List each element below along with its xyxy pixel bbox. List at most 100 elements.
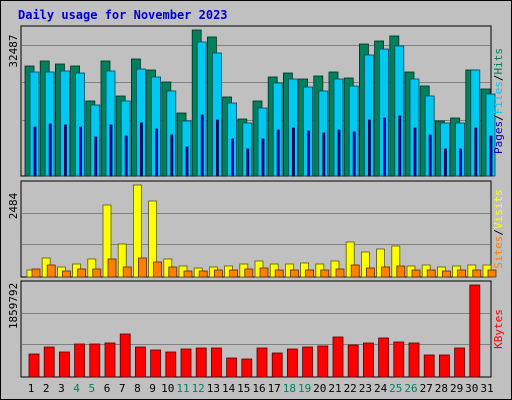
bar-pages-2	[48, 123, 52, 177]
legend-kbytes: KBytes	[492, 309, 505, 349]
bar-sites-7	[122, 266, 132, 278]
x-tick-label-17: 17	[268, 382, 281, 395]
bar-pages-30	[474, 127, 478, 177]
bar-sites-10	[168, 266, 178, 278]
bar-kbytes-3	[59, 351, 70, 378]
bar-pages-25	[398, 115, 402, 177]
legend-item-slash: /	[492, 114, 505, 121]
x-tick-label-7: 7	[119, 382, 126, 395]
bar-kbytes-7	[119, 333, 131, 378]
x-tick-label-11: 11	[176, 382, 189, 395]
bar-pages-4	[79, 126, 82, 177]
bar-pages-9	[155, 128, 159, 177]
bar-visits-25	[391, 245, 401, 278]
bar-sites-14	[229, 269, 239, 278]
bar-pages-18	[291, 127, 295, 177]
bar-visits-23	[360, 251, 370, 278]
bar-sites-22	[350, 264, 360, 278]
bar-sites-26	[411, 269, 421, 278]
bar-pages-23	[367, 119, 371, 177]
bar-sites-24	[381, 266, 391, 278]
bar-pages-5	[94, 136, 98, 177]
bar-visits-6	[102, 204, 112, 278]
bar-kbytes-4	[74, 343, 85, 378]
bar-sites-15	[244, 268, 254, 278]
bar-pages-14	[231, 138, 235, 177]
bar-pages-6	[109, 124, 113, 177]
bar-kbytes-13	[210, 347, 222, 378]
x-tick-label-9: 9	[149, 382, 156, 395]
bar-kbytes-22	[347, 344, 359, 378]
bar-pages-26	[413, 127, 417, 177]
bar-pages-29	[459, 148, 463, 177]
y-tick-label-hits-files-pages: 32487	[7, 34, 20, 67]
bar-visits-22	[345, 241, 355, 278]
bar-pages-20	[322, 132, 326, 177]
legend-item-visits: Visits	[492, 189, 505, 229]
x-tick-label-10: 10	[161, 382, 174, 395]
bar-pages-21	[337, 129, 341, 177]
x-tick-label-29: 29	[450, 382, 463, 395]
bar-sites-6	[107, 258, 117, 278]
legend-visits-sites: Sites/Visits	[492, 189, 505, 269]
bar-pages-27	[428, 134, 432, 177]
chart-title: Daily usage for November 2023	[18, 8, 228, 22]
bar-sites-29	[457, 269, 467, 278]
x-tick-label-30: 30	[465, 382, 478, 395]
bar-kbytes-21	[332, 336, 344, 378]
bar-sites-13	[213, 269, 223, 278]
bar-sites-12	[198, 270, 208, 278]
legend-item-kbytes: KBytes	[492, 309, 505, 349]
x-tick-label-27: 27	[420, 382, 433, 395]
bar-kbytes-2	[43, 346, 55, 378]
bar-pages-24	[383, 117, 387, 177]
x-tick-label-24: 24	[374, 382, 388, 395]
x-tick-label-22: 22	[344, 382, 357, 395]
bar-sites-3	[62, 270, 71, 278]
bar-sites-18	[289, 269, 299, 278]
bar-pages-28	[443, 148, 447, 177]
x-tick-label-31: 31	[480, 382, 493, 395]
bar-pages-16	[261, 138, 265, 177]
x-tick-label-25: 25	[389, 382, 402, 395]
x-tick-label-26: 26	[404, 382, 417, 395]
bar-kbytes-5	[89, 343, 101, 378]
bar-kbytes-10	[165, 351, 177, 378]
legend-item-sites: Sites	[492, 236, 505, 269]
bar-kbytes-27	[423, 354, 435, 378]
bar-kbytes-18	[286, 348, 298, 378]
bar-kbytes-14	[226, 357, 238, 378]
legend-item-slash: /	[492, 229, 505, 236]
bar-pages-10	[170, 134, 174, 177]
bar-pages-12	[200, 114, 204, 177]
bar-kbytes-16	[256, 347, 268, 378]
bar-pages-3	[64, 124, 67, 177]
bar-kbytes-9	[150, 349, 162, 378]
bar-pages-17	[276, 129, 280, 177]
bar-pages-31	[489, 135, 493, 177]
bar-kbytes-11	[180, 348, 192, 378]
x-tick-label-14: 14	[222, 382, 236, 395]
x-tick-label-5: 5	[88, 382, 95, 395]
bar-kbytes-30	[469, 284, 481, 378]
bar-kbytes-28	[438, 354, 450, 378]
bar-sites-31	[487, 269, 497, 278]
bar-kbytes-19	[302, 346, 314, 378]
bar-visits-8	[132, 184, 142, 278]
bar-pages-1	[33, 126, 37, 177]
x-tick-label-18: 18	[283, 382, 296, 395]
bar-kbytes-12	[195, 347, 207, 378]
bar-kbytes-24	[378, 337, 390, 378]
bar-visits-9	[148, 200, 158, 278]
x-tick-label-13: 13	[207, 382, 220, 395]
legend-item-files: Files	[492, 81, 505, 114]
bar-kbytes-26	[408, 342, 420, 378]
x-tick-label-3: 3	[58, 382, 65, 395]
x-tick-label-16: 16	[252, 382, 265, 395]
bar-pages-15	[246, 148, 250, 177]
bar-kbytes-15	[241, 358, 253, 378]
bar-visits-24	[376, 248, 386, 278]
bar-sites-17	[274, 269, 284, 278]
x-tick-label-2: 2	[43, 382, 50, 395]
x-tick-label-28: 28	[435, 382, 448, 395]
